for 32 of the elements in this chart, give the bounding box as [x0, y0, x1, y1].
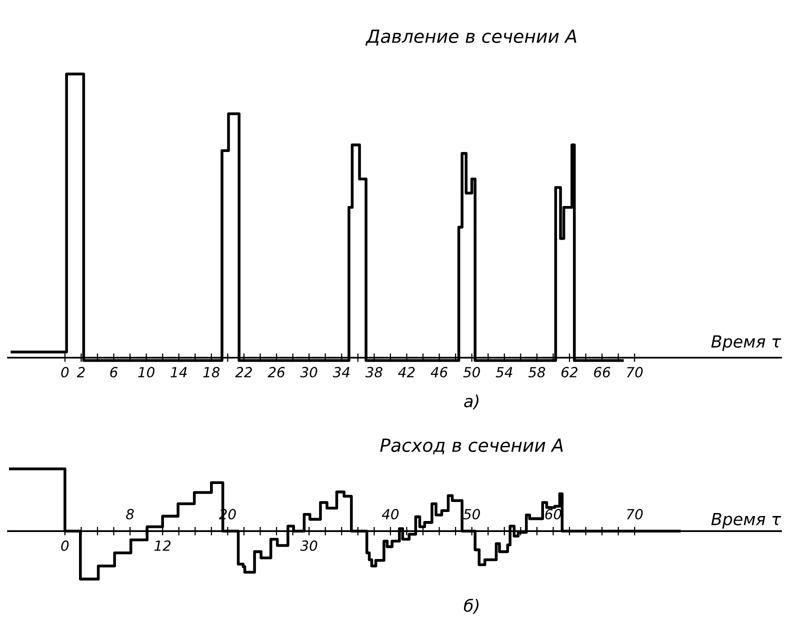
chart-title: Давление в сечении А — [365, 30, 576, 46]
text: а) — [464, 394, 478, 410]
x-tick-label: 38 — [365, 366, 382, 378]
x-tick-label: 22 — [235, 366, 252, 378]
x-tick-label: 58 — [528, 366, 546, 378]
x-tick-label: 30 — [300, 366, 318, 378]
x-tick-label: 42 — [398, 366, 415, 378]
chart-title: Расход в сечении А — [380, 438, 563, 454]
x-tick-label: 10 — [138, 366, 154, 378]
x-tick-label: 6 — [110, 366, 118, 378]
x-tick-label: 50 — [463, 366, 480, 378]
x2-tick-label: 40 — [382, 508, 399, 520]
x-tick-label: 0 — [61, 366, 69, 378]
x-tick-label: 26 — [268, 366, 285, 378]
x-axis-title: Время τ — [711, 512, 782, 529]
x-tick-label: 14 — [170, 367, 187, 378]
x-tick-label: 54 — [496, 367, 512, 378]
x-tick-label: 12 — [154, 540, 171, 551]
x-tick-label: 0 — [61, 540, 69, 551]
text: б) — [464, 598, 479, 614]
x-tick-label: 2 — [76, 366, 85, 378]
x-tick-label: 30 — [300, 540, 318, 551]
x-axis-title: Время τ — [711, 335, 782, 351]
x-tick-label: 46 — [430, 366, 448, 378]
x2-tick-label: 60 — [545, 508, 562, 520]
x-tick-label: 66 — [594, 366, 610, 378]
x2-tick-label: 8 — [126, 508, 134, 520]
x-tick-label: 62 — [562, 366, 578, 378]
x-tick-label: 70 — [627, 366, 643, 378]
x-tick-label: 18 — [203, 366, 220, 378]
x2-tick-label: 70 — [627, 508, 643, 520]
x-tick-label: 34 — [332, 366, 350, 378]
